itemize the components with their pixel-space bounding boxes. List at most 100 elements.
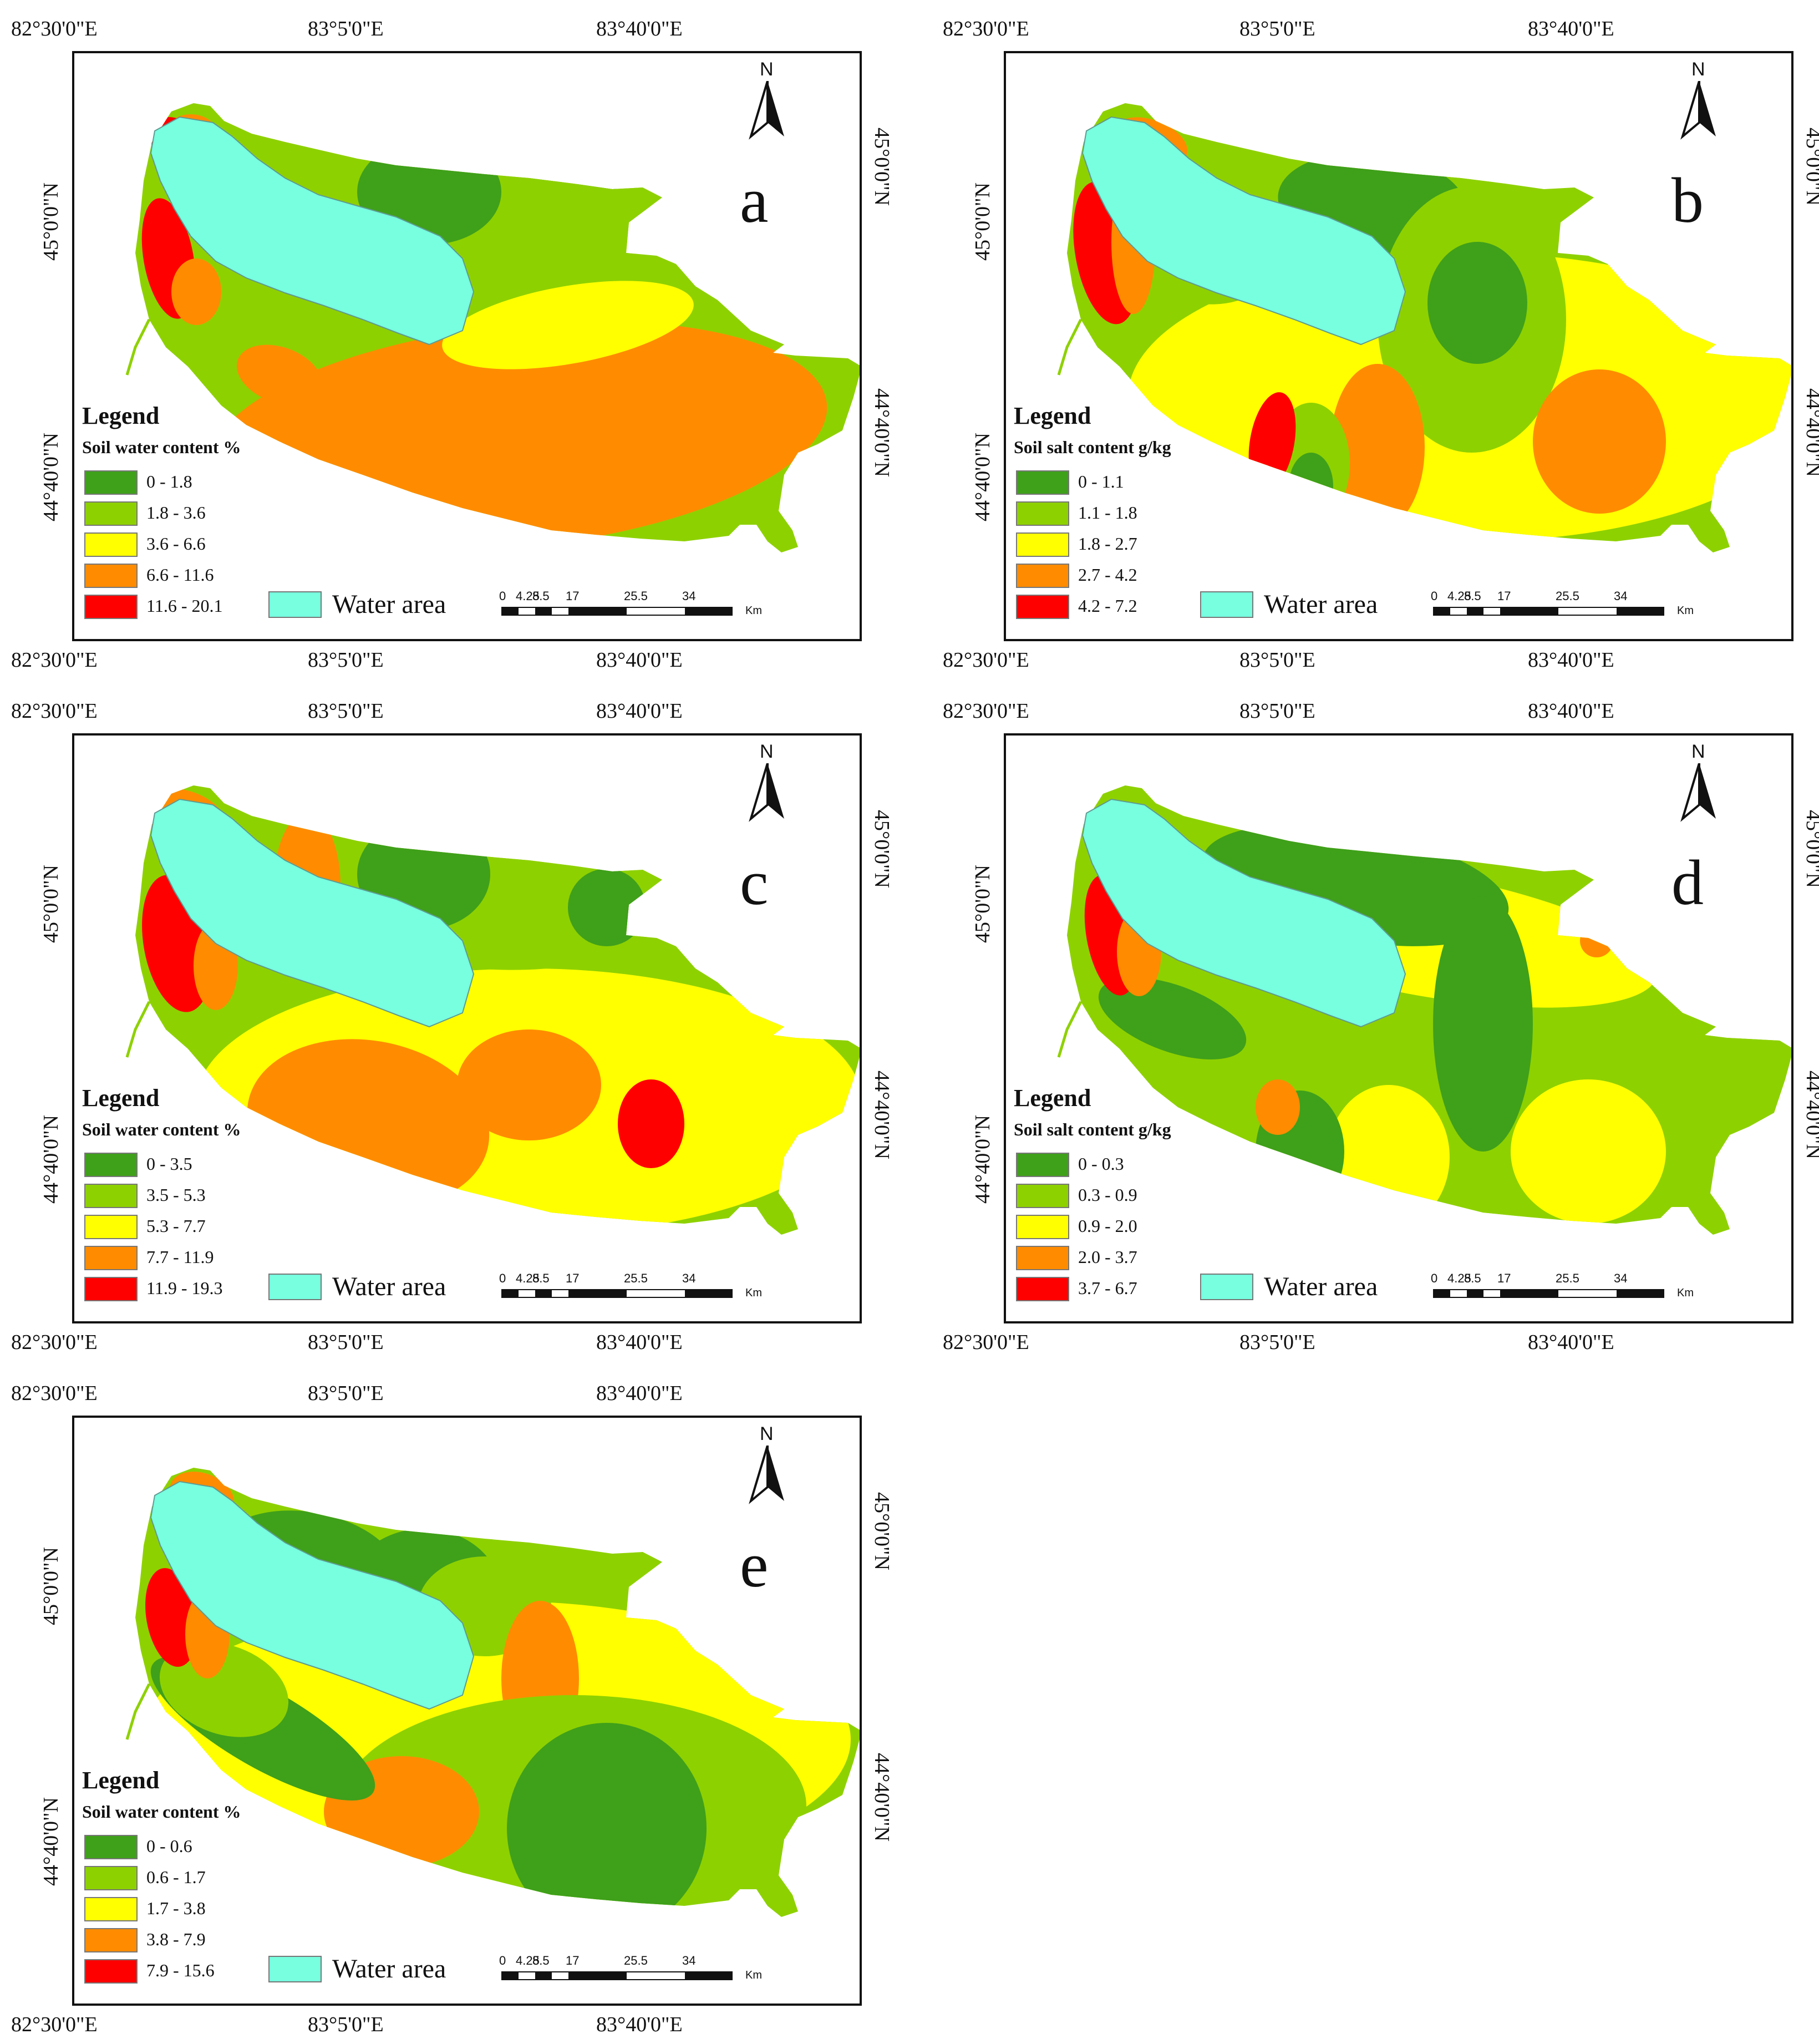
legend-label: 5.3 - 7.7	[146, 1216, 206, 1236]
water-area-polygon	[1081, 798, 1406, 1028]
north-arrow-icon: N	[745, 741, 790, 824]
longitude-label-top: 83°40'0"E	[1528, 699, 1614, 723]
scale-tick-label: 34	[682, 1954, 696, 1967]
legend-label: 0 - 1.1	[1078, 471, 1124, 491]
water-area-swatch	[268, 1274, 322, 1300]
water-area-label: Water area	[332, 1272, 446, 1301]
legend-label: 0.9 - 2.0	[1078, 1216, 1137, 1236]
longitude-label-bottom: 82°30'0"E	[11, 648, 98, 672]
latitude-label-right: 45°0'0"N	[1802, 128, 1819, 206]
longitude-label-top: 83°5'0"E	[1239, 699, 1315, 723]
map-panel-a: 82°30'0"E 82°30'0"E 83°5'0"E 83°5'0"E 83°40'…	[0, 0, 910, 677]
scale-tick-label: 8.5	[1464, 1271, 1481, 1285]
classified-zone-class3	[1328, 1085, 1450, 1229]
legend-title: Legend	[82, 1767, 160, 1794]
longitude-label-top: 82°30'0"E	[943, 17, 1029, 40]
legend-swatch	[84, 1866, 138, 1890]
scale-tick-label: 0	[1431, 1271, 1438, 1285]
longitude-label-top: 82°30'0"E	[11, 699, 98, 723]
map-panel-e: 82°30'0"E 82°30'0"E 83°5'0"E 83°5'0"E 83°40'…	[0, 1365, 910, 2041]
water-area-swatch	[268, 1956, 322, 1982]
legend-swatch	[1016, 1215, 1069, 1239]
legend-swatch	[84, 532, 138, 557]
scale-tick-label: 34	[682, 1271, 696, 1285]
map-svg	[125, 785, 860, 1235]
classified-zone-class3	[1511, 1079, 1666, 1224]
scale-tick-label: 0	[499, 1954, 506, 1967]
legend-swatch	[84, 564, 138, 588]
north-arrow-icon: N	[745, 59, 790, 142]
longitude-label-bottom: 83°40'0"E	[1528, 1331, 1614, 1354]
water-area-polygon	[1081, 116, 1406, 346]
classified-zone-class2	[159, 1642, 289, 1737]
north-arrow-icon: N	[745, 1423, 790, 1507]
legend-swatch	[1016, 1184, 1069, 1208]
map-panel-d: 82°30'0"E 82°30'0"E 83°5'0"E 83°5'0"E 83°40'…	[932, 682, 1819, 1359]
scale-tick-label: 4.25	[516, 589, 540, 603]
longitude-label-bottom: 83°5'0"E	[1239, 648, 1315, 672]
classified-zone-class4	[1330, 364, 1425, 530]
water-area-polygon	[150, 1480, 475, 1710]
legend-swatch	[84, 1215, 138, 1239]
water-area-label: Water area	[1264, 590, 1378, 619]
scale-tick-label: 8.5	[1464, 589, 1481, 603]
map-svg	[125, 103, 860, 552]
scale-unit: Km	[745, 1287, 762, 1299]
classified-zone-class4	[236, 344, 323, 405]
classified-zone-class1	[507, 1723, 707, 1917]
latitude-label-right: 45°0'0"N	[1802, 810, 1819, 888]
panel-letter: b	[1671, 165, 1704, 236]
latitude-label-left: 45°0'0"N	[39, 865, 63, 943]
classified-zone-class5	[145, 1568, 197, 1667]
scale-tick-label: 17	[566, 1271, 580, 1285]
latitude-label-left: 45°0'0"N	[971, 865, 994, 943]
legend-label: 0.3 - 0.9	[1078, 1185, 1137, 1205]
longitude-label-top: 83°40'0"E	[596, 17, 683, 40]
scale-tick-label: 34	[1614, 589, 1628, 603]
scale-unit: Km	[1677, 1287, 1694, 1299]
legend-swatch	[1016, 1277, 1069, 1301]
legend-swatch	[84, 1897, 138, 1921]
legend-title: Legend	[82, 402, 160, 429]
scale-tick-label: 8.5	[532, 1954, 550, 1967]
legend-swatch	[1016, 532, 1069, 557]
latitude-label-right: 44°40'0"N	[870, 388, 893, 477]
longitude-label-top: 82°30'0"E	[11, 1382, 98, 1405]
scale-tick-label: 17	[566, 589, 580, 603]
classified-zone-class3	[442, 281, 694, 369]
scale-tick-label: 0	[1431, 589, 1438, 603]
legend-label: 3.7 - 6.7	[1078, 1278, 1137, 1298]
legend-swatch	[84, 1277, 138, 1301]
scale-tick-label: 25.5	[1556, 1271, 1579, 1285]
legend-swatch	[1016, 501, 1069, 526]
map-panel-b: 82°30'0"E 82°30'0"E 83°5'0"E 83°5'0"E 83°40'…	[932, 0, 1819, 677]
scale-bar: 0 4.25 8.5 17 25.5 34 Km	[1431, 1271, 1694, 1305]
legend-label: 1.7 - 3.8	[146, 1898, 206, 1918]
north-arrow-icon: N	[1677, 59, 1721, 142]
legend-title: Legend	[82, 1084, 160, 1112]
longitude-label-bottom: 83°40'0"E	[596, 648, 683, 672]
water-area-swatch	[268, 591, 322, 618]
scale-tick-label: 17	[1497, 589, 1511, 603]
legend-label: 3.8 - 7.9	[146, 1929, 206, 1949]
latitude-label-right: 45°0'0"N	[870, 810, 893, 888]
legend-swatch	[1016, 1246, 1069, 1270]
water-area-label: Water area	[332, 1954, 446, 1984]
classified-zone-class4	[171, 258, 221, 325]
water-area-label: Water area	[332, 590, 446, 619]
scale-tick-label: 0	[499, 1271, 506, 1285]
legend-swatch	[84, 1835, 138, 1859]
scale-bar: 0 4.25 8.5 17 25.5 34 Km	[499, 1271, 762, 1305]
legend-subtitle: Soil salt content g/kg	[1014, 437, 1171, 457]
longitude-label-bottom: 82°30'0"E	[11, 2013, 98, 2036]
classified-zone-class4	[1580, 924, 1613, 957]
longitude-label-top: 83°5'0"E	[308, 699, 384, 723]
legend-title: Legend	[1014, 402, 1091, 429]
legend-label: 1.8 - 2.7	[1078, 534, 1137, 554]
latitude-label-left: 45°0'0"N	[971, 182, 994, 261]
longitude-label-bottom: 83°5'0"E	[1239, 1331, 1315, 1354]
scale-tick-label: 17	[1497, 1271, 1511, 1285]
latitude-label-left: 44°40'0"N	[971, 1115, 994, 1204]
latitude-label-right: 44°40'0"N	[1802, 388, 1819, 477]
legend-label: 11.9 - 19.3	[146, 1278, 223, 1298]
